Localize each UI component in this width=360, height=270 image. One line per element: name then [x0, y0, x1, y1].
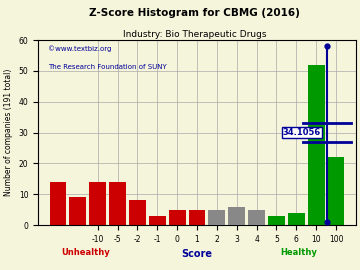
Bar — [208, 210, 225, 225]
Text: Unhealthy: Unhealthy — [62, 248, 110, 257]
Bar — [208, 210, 225, 225]
Text: 34.1056: 34.1056 — [283, 128, 321, 137]
Bar — [328, 157, 345, 225]
Y-axis label: Number of companies (191 total): Number of companies (191 total) — [4, 69, 13, 196]
Bar — [228, 213, 245, 225]
Bar — [129, 201, 146, 225]
Bar — [89, 182, 106, 225]
Bar — [109, 182, 126, 225]
Text: The Research Foundation of SUNY: The Research Foundation of SUNY — [48, 64, 166, 70]
Text: ©www.textbiz.org: ©www.textbiz.org — [48, 46, 111, 52]
Bar — [69, 197, 86, 225]
Bar — [248, 210, 265, 225]
X-axis label: Score: Score — [181, 249, 212, 259]
Text: Healthy: Healthy — [280, 248, 317, 257]
Text: Z-Score Histogram for CBMG (2016): Z-Score Histogram for CBMG (2016) — [89, 8, 300, 18]
Text: Industry: Bio Therapeutic Drugs: Industry: Bio Therapeutic Drugs — [123, 30, 266, 39]
Bar — [169, 210, 186, 225]
Bar — [308, 65, 325, 225]
Bar — [50, 182, 67, 225]
Bar — [268, 216, 285, 225]
Bar — [149, 216, 166, 225]
Bar — [248, 216, 265, 225]
Bar — [288, 213, 305, 225]
Bar — [189, 210, 206, 225]
Bar — [228, 207, 245, 225]
